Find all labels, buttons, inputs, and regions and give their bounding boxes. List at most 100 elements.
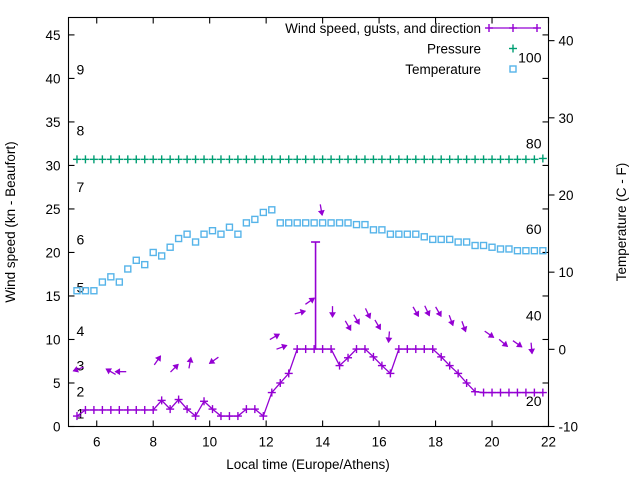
temperature-point [242,219,251,227]
temperature-point [259,208,268,217]
beaufort-label: 9 [77,62,85,78]
legend-item: Temperature [405,62,517,77]
fahrenheit-label: 80 [526,135,542,151]
wind-direction-arrow [186,356,194,369]
temperature-point [98,278,107,286]
wind-direction-arrow [498,338,509,347]
temperature-point [149,248,157,257]
wind-direction-arrow [344,320,352,331]
temperature-point [445,235,454,244]
temperature-point [200,230,208,238]
legend-label: Wind speed, gusts, and direction [285,21,481,36]
temperature-point [234,230,242,238]
temperature-point [522,247,530,255]
beaufort-label: 3 [77,358,85,374]
x-tick-label: 18 [428,435,443,450]
temperature-point [488,243,496,251]
chart-legend: Wind speed, gusts, and direction Pressure… [285,21,541,77]
x-axis-title: Local time (Europe/Athens) [226,457,390,472]
wind-direction-arrow [528,342,536,355]
temperature-point [369,226,378,234]
wind-direction-arrow [424,305,431,317]
y2-tick-label: -10 [559,420,579,435]
temperature-point [251,215,259,224]
temperature-point [505,245,513,253]
temperature-point [403,230,412,238]
temperature-point [132,256,140,264]
temperature-point [386,230,395,238]
y-tick-label: 15 [45,289,60,304]
temperature-point [124,265,132,273]
legend-marker [509,65,517,73]
temperature-point [208,227,217,235]
temperature-point [530,247,539,255]
fahrenheit-label: 100 [518,50,542,66]
wind-direction-arrow [305,297,316,305]
temperature-point [191,238,200,246]
series-temperature [73,206,547,295]
wind-direction-arrow [353,314,360,325]
y2-tick-label: 20 [559,188,574,203]
temperature-point [268,206,276,214]
temperature-point [217,230,225,238]
temperature-point [352,220,361,229]
wind-direction-arrow [329,306,336,318]
wind-direction-arrow [374,319,381,331]
fahrenheit-label: 40 [526,307,542,323]
temperature-point [429,235,437,244]
wind-direction-arrow [484,330,495,338]
y-tick-label: 40 [45,71,60,86]
temperature-point [115,278,124,286]
beaufort-label: 4 [77,323,85,339]
beaufort-label: 6 [77,231,85,247]
temperature-point [335,219,344,227]
temperature-point [420,233,428,241]
x-tick-label: 20 [485,435,500,450]
wind-direction-arrow [276,343,288,351]
series-pressure [72,154,547,164]
y-axis-title: Wind speed (kn - Beaufort) [3,141,18,302]
wind-direction-arrow [269,333,281,341]
temperature-point [361,220,369,229]
series-wind-speed [72,241,547,421]
y-tick-label: 5 [53,376,61,391]
wind-direction-arrow [208,356,219,365]
axis-ticks [68,17,555,428]
y-tick-label: 10 [45,332,60,347]
fahrenheit-label: 20 [526,393,542,409]
beaufort-label: 7 [77,179,85,195]
temperature-point [276,219,284,227]
temperature-point [174,234,183,243]
wind-direction-arrow [72,366,84,373]
temperature-point [107,273,115,281]
legend-item: Pressure [427,42,517,57]
wind-direction-arrow [385,331,393,344]
wind-direction-arrow [448,314,455,327]
y-tick-label: 45 [45,28,60,43]
y-tick-label: 25 [45,202,60,217]
wind-direction-arrow [153,355,162,366]
temperature-point [285,219,293,227]
y2-tick-label: 0 [559,342,567,357]
y-tick-label: 20 [45,245,60,260]
wind-direction-arrow [114,368,127,376]
y2-tick-label: 30 [559,111,574,126]
legend-label: Temperature [405,62,481,77]
fahrenheit-label: 60 [526,221,542,237]
temperature-point [378,226,386,234]
temperature-point [437,235,445,244]
temperature-point [318,219,327,227]
legend-item: Wind speed, gusts, and direction [285,21,541,36]
temperature-point [301,219,310,227]
y-tick-label: 30 [45,158,60,173]
temperature-point [293,219,301,227]
x-tick-label: 12 [259,435,274,450]
y2-tick-label: 10 [559,265,574,280]
axis-tick-labels: 0 5 10 15 20 25 30 35 40 45 -10 0 10 20 30 40 6 8 10 12 14 16… [45,28,578,450]
wind-direction-arrow [294,309,307,316]
temperature-point [479,241,488,250]
x-tick-label: 14 [315,435,331,450]
temperature-point [90,287,98,295]
